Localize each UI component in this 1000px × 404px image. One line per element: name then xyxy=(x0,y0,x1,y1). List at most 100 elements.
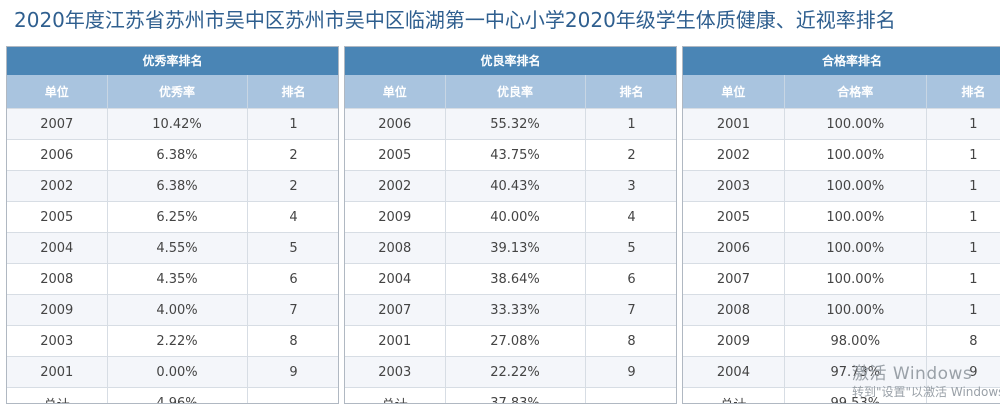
cell-rank: 8 xyxy=(926,325,1000,357)
cell-rate: 100.00% xyxy=(784,294,927,326)
cell-rank: 9 xyxy=(926,356,1000,388)
cell-rank xyxy=(926,387,1000,403)
cell-unit: 2003 xyxy=(7,325,108,357)
cell-unit: 2008 xyxy=(683,294,785,326)
cell-rate: 100.00% xyxy=(784,108,927,140)
cell-unit: 2005 xyxy=(7,201,108,233)
cell-unit: 2004 xyxy=(7,232,108,264)
table-row: 2003 100.00% 1 xyxy=(683,170,1000,202)
table-row: 2002 40.43% 3 xyxy=(345,170,676,202)
table-row: 2003 22.22% 9 xyxy=(345,356,676,388)
cell-unit: 2002 xyxy=(683,139,785,171)
column-header-rank: 排名 xyxy=(585,75,676,109)
cell-unit: 2007 xyxy=(7,108,108,140)
cell-rate: 40.43% xyxy=(445,170,586,202)
good-rate-ranking-panel: 优良率排名 单位 优良率 排名 2006 55.32% 1 2005 43.75… xyxy=(344,46,677,404)
table-row: 2007 33.33% 7 xyxy=(345,294,676,326)
cell-rank: 1 xyxy=(585,108,676,140)
cell-rank xyxy=(585,387,676,403)
table-row: 2007 100.00% 1 xyxy=(683,263,1000,295)
cell-rank: 2 xyxy=(247,170,338,202)
table-row: 2001 0.00% 9 xyxy=(7,356,338,388)
cell-unit: 2009 xyxy=(345,201,446,233)
cell-rate: 6.38% xyxy=(107,170,248,202)
excellent-rate-ranking-panel: 优秀率排名 单位 优秀率 排名 2007 10.42% 1 2006 6.38%… xyxy=(6,46,339,404)
cell-rate: 100.00% xyxy=(784,170,927,202)
cell-rank: 8 xyxy=(247,325,338,357)
cell-rate: 4.00% xyxy=(107,294,248,326)
table-row: 2006 6.38% 2 xyxy=(7,139,338,171)
cell-rank: 6 xyxy=(585,263,676,295)
table-row: 2008 4.35% 6 xyxy=(7,263,338,295)
page-title: 2020年度江苏省苏州市吴中区苏州市吴中区临湖第一中心小学2020年级学生体质健… xyxy=(14,8,896,32)
cell-unit: 总计 xyxy=(683,387,785,403)
table-row: 2004 38.64% 6 xyxy=(345,263,676,295)
table-row: 2003 2.22% 8 xyxy=(7,325,338,357)
pass-rate-ranking-panel: 合格率排名 单位 合格率 排名 2001 100.00% 1 2002 100.… xyxy=(682,46,1000,404)
cell-rate: 100.00% xyxy=(784,201,927,233)
cell-rank: 1 xyxy=(926,139,1000,171)
cell-rate: 99.53% xyxy=(784,387,927,403)
cell-unit: 2001 xyxy=(683,108,785,140)
column-header-unit: 单位 xyxy=(7,75,108,109)
panel-heading: 优良率排名 xyxy=(345,47,676,75)
cell-rank: 1 xyxy=(926,201,1000,233)
column-header-rate: 优良率 xyxy=(445,75,586,109)
cell-unit: 总计 xyxy=(7,387,108,403)
cell-unit: 2006 xyxy=(345,108,446,140)
column-header-unit: 单位 xyxy=(683,75,785,109)
cell-rate: 33.33% xyxy=(445,294,586,326)
table-row-total: 总计 37.83% xyxy=(345,387,676,403)
table-row: 2002 100.00% 1 xyxy=(683,139,1000,171)
cell-unit: 2004 xyxy=(345,263,446,295)
cell-rate: 100.00% xyxy=(784,139,927,171)
cell-rank: 1 xyxy=(926,232,1000,264)
table-row: 2002 6.38% 2 xyxy=(7,170,338,202)
table-row: 2008 39.13% 5 xyxy=(345,232,676,264)
cell-rate: 0.00% xyxy=(107,356,248,388)
table-row: 2005 43.75% 2 xyxy=(345,139,676,171)
table-row: 2005 6.25% 4 xyxy=(7,201,338,233)
column-header-rank: 排名 xyxy=(247,75,338,109)
cell-rank: 5 xyxy=(585,232,676,264)
cell-rate: 2.22% xyxy=(107,325,248,357)
table-row-total: 总计 4.96% xyxy=(7,387,338,403)
cell-rank: 1 xyxy=(926,108,1000,140)
cell-rate: 22.22% xyxy=(445,356,586,388)
cell-rank: 2 xyxy=(247,139,338,171)
table-row: 2006 55.32% 1 xyxy=(345,108,676,140)
cell-rank: 8 xyxy=(585,325,676,357)
cell-unit: 2006 xyxy=(7,139,108,171)
cell-rank: 1 xyxy=(247,108,338,140)
cell-rate: 39.13% xyxy=(445,232,586,264)
cell-rate: 97.73% xyxy=(784,356,927,388)
cell-rank: 5 xyxy=(247,232,338,264)
cell-unit: 2006 xyxy=(683,232,785,264)
cell-unit: 2002 xyxy=(345,170,446,202)
cell-rate: 55.32% xyxy=(445,108,586,140)
cell-unit: 2001 xyxy=(7,356,108,388)
cell-rate: 38.64% xyxy=(445,263,586,295)
cell-rate: 98.00% xyxy=(784,325,927,357)
table-row: 2001 27.08% 8 xyxy=(345,325,676,357)
column-header-rate: 合格率 xyxy=(784,75,927,109)
table-row: 2008 100.00% 1 xyxy=(683,294,1000,326)
cell-unit: 2003 xyxy=(683,170,785,202)
cell-rate: 4.55% xyxy=(107,232,248,264)
table-row: 2007 10.42% 1 xyxy=(7,108,338,140)
table-row: 2009 4.00% 7 xyxy=(7,294,338,326)
cell-rate: 37.83% xyxy=(445,387,586,403)
column-header-rank: 排名 xyxy=(926,75,1000,109)
cell-unit: 2008 xyxy=(7,263,108,295)
table-row-total: 总计 99.53% xyxy=(683,387,1000,403)
cell-unit: 2002 xyxy=(7,170,108,202)
cell-unit: 2009 xyxy=(7,294,108,326)
cell-unit: 2004 xyxy=(683,356,785,388)
cell-rate: 100.00% xyxy=(784,232,927,264)
cell-rank: 1 xyxy=(926,294,1000,326)
cell-rank: 4 xyxy=(247,201,338,233)
cell-rank: 7 xyxy=(247,294,338,326)
cell-rate: 4.35% xyxy=(107,263,248,295)
excellent-rate-table: 单位 优秀率 排名 2007 10.42% 1 2006 6.38% 2 200… xyxy=(7,75,338,403)
cell-unit: 2005 xyxy=(345,139,446,171)
